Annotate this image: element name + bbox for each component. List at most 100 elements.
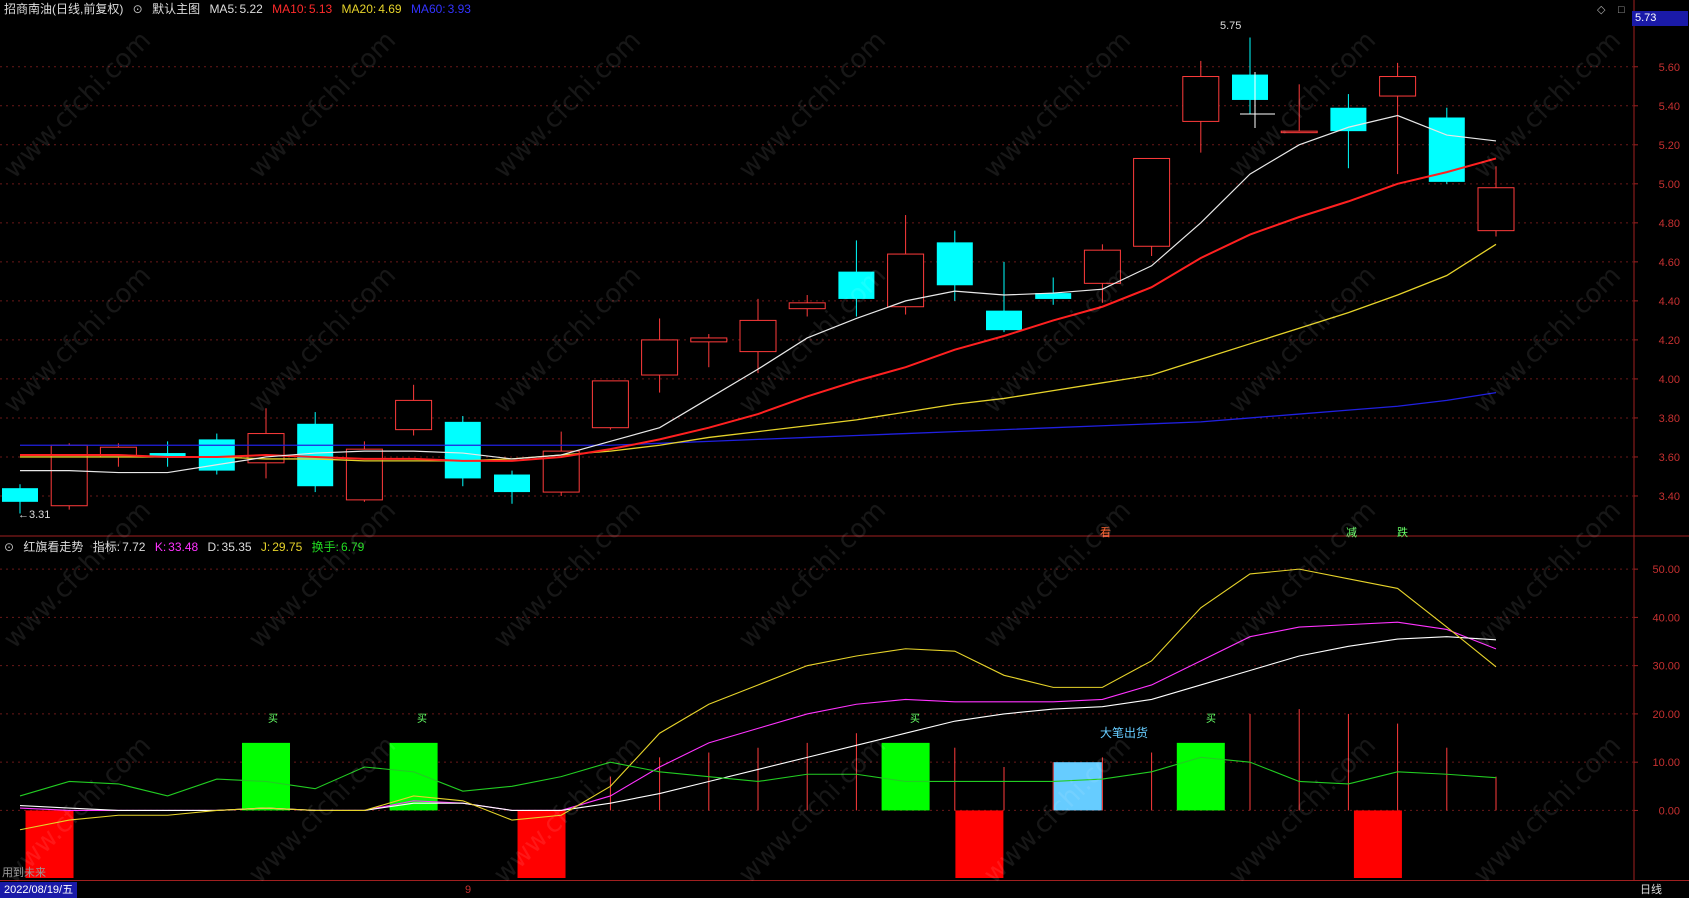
candle [1133,157,1171,257]
j-line [19,568,1497,831]
buy-marker: 买 [910,714,920,725]
future-hint: 用到未来 [2,867,46,879]
candle-body [345,448,383,501]
candle-body [986,310,1022,331]
date-label: 2022/08/19/五 [0,882,78,898]
signal-bar [25,810,74,878]
candle-body [494,474,530,493]
candle-body [591,380,629,429]
chart-mode[interactable]: 默认主图 [152,2,201,16]
price-tick-label: 5.40 [1659,101,1680,113]
candle-body [444,421,481,479]
main-chart-header: 招商南油(日线,前复权) ⊙ 默认主图 MA5: 5.22 MA10: 5.13 M… [4,1,477,17]
indicator-tick-label: 10.00 [1652,757,1680,769]
high-price-label: 5.75 [1220,20,1242,32]
signal-bar [1353,810,1402,878]
candle-body [2,488,38,502]
indicator-tick-label: 40.00 [1652,612,1680,624]
candle [2,484,38,514]
candle [1280,84,1318,134]
candle [1379,62,1417,175]
candle [1035,277,1072,305]
d-value: 35.35 [221,540,252,554]
indicator-name[interactable]: 红旗看走势 [23,540,84,554]
candle-body [1182,76,1220,122]
signal-bar [955,810,1004,878]
low-price-label: ←3.31 [18,509,51,521]
ma60-value: 3.93 [447,2,471,16]
signal-kan: 看 [1100,527,1111,539]
status-bar: 2022/08/19/五 9 日线 [0,880,1689,898]
candle [641,318,679,393]
candle [297,412,334,493]
signal-bar [242,742,290,811]
indicator-tick-label: 50.00 [1652,564,1680,576]
chevron-down-icon[interactable]: ⊙ [4,540,15,554]
signal-die: 跌 [1397,527,1408,539]
candle [247,408,285,479]
price-tick-label: 4.80 [1659,218,1680,230]
candle [395,384,433,436]
ma60-label: MA60: [410,2,446,16]
price-tick-label: 3.40 [1659,491,1680,503]
zhibiao-label: 指标: [92,540,121,554]
candle [690,334,728,368]
candle [198,433,235,475]
indicator-tick-label: 0.00 [1659,805,1680,817]
candle [542,431,580,496]
candle-body [1083,249,1121,284]
candle-body [788,302,826,310]
d-label: D: [207,540,220,554]
ma5-value: 5.22 [239,2,263,16]
signal-bar [1053,762,1102,811]
price-tick-label: 4.40 [1659,296,1680,308]
period-label[interactable]: 日线 [1640,884,1662,896]
turnover-line [19,756,1497,797]
candle-body [838,271,875,299]
turnover-value: 6.79 [340,540,365,554]
signal-bar [517,810,566,878]
candle [444,415,481,487]
candle-body [1232,74,1268,100]
ma20-value: 4.69 [378,2,402,16]
turnover-label: 换手: [311,540,339,554]
candle [1477,166,1515,237]
candle-body [739,319,777,353]
ma10-line [20,157,1497,462]
candle-body [198,439,235,471]
j-value: 29.75 [272,540,303,554]
candle-body [1280,130,1318,134]
price-tick-label: 4.60 [1659,257,1680,269]
maximize-icon[interactable]: □ [1618,4,1625,16]
zhibiao-value: 7.72 [122,540,146,554]
big-sell-label: 大笔出货 [1100,726,1149,740]
candle [494,470,530,504]
candle [986,261,1022,333]
ma5-label: MA5: [209,2,238,16]
chevron-down-icon[interactable]: ⊙ [132,2,143,16]
ma10-label: MA10: [272,2,307,16]
price-tick-label: 4.00 [1659,374,1680,386]
buy-marker: 买 [417,714,427,725]
candle-body [936,242,973,286]
candle-body [395,399,433,431]
candle [1232,37,1268,114]
signal-bar [1176,742,1225,811]
price-tick-label: 5.00 [1659,179,1680,191]
stock-name[interactable]: 招商南油(日线,前复权) [4,2,124,16]
candle-body [1133,157,1171,247]
candle [1083,244,1121,303]
candle [838,240,875,317]
candle [887,215,925,315]
price-tick-label: 5.60 [1659,62,1680,74]
diamond-icon[interactable]: ◇ [1597,4,1606,16]
candle [1182,60,1220,153]
j-label: J: [260,540,271,554]
ma60-line [20,391,1497,446]
ma10-value: 5.13 [308,2,333,16]
ma5-line [20,114,1497,474]
signal-bar [389,742,438,811]
candle [739,298,777,374]
